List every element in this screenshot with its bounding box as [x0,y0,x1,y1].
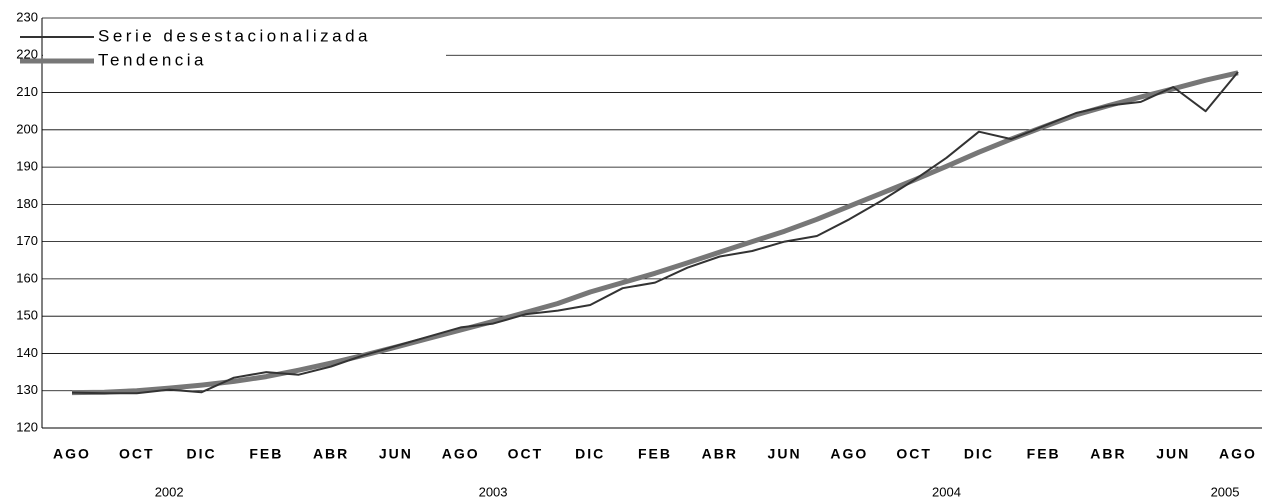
y-tick-label: 230 [16,9,38,24]
y-tick-label: 210 [16,84,38,99]
y-tick-label: 150 [16,308,38,323]
x-tick-label: JUN [379,446,413,462]
year-label: 2002 [155,484,184,499]
x-tick-label: AGO [442,446,480,462]
y-tick-label: 160 [16,270,38,285]
year-label: 2004 [932,484,961,499]
x-tick-label: AGO [1219,446,1257,462]
x-tick-label: ABR [313,446,349,462]
y-tick-label: 130 [16,382,38,397]
x-tick-label: JUN [768,446,802,462]
legend-label: Tendencia [98,50,207,69]
x-tick-label: ABR [1090,446,1126,462]
legend-label: Serie desestacionalizada [98,26,371,45]
x-tick-label: OCT [119,446,155,462]
x-tick-label: DIC [186,446,216,462]
year-label: 2003 [479,484,508,499]
x-tick-label: FEB [1027,446,1061,462]
legend-box [43,19,446,71]
x-tick-label: OCT [508,446,544,462]
x-tick-label: FEB [249,446,283,462]
x-tick-label: DIC [964,446,994,462]
x-tick-label: JUN [1156,446,1190,462]
x-tick-label: AGO [830,446,868,462]
x-tick-label: DIC [575,446,605,462]
x-tick-label: AGO [53,446,91,462]
x-tick-label: OCT [896,446,932,462]
y-tick-label: 180 [16,196,38,211]
y-tick-label: 120 [16,419,38,434]
y-tick-label: 220 [16,47,38,62]
y-tick-label: 190 [16,159,38,174]
series-line [71,71,1239,395]
year-label: 2005 [1211,484,1240,499]
y-tick-label: 200 [16,121,38,136]
series-line [71,70,1239,396]
y-tick-label: 170 [16,233,38,248]
y-tick-label: 140 [16,345,38,360]
x-tick-label: ABR [702,446,738,462]
x-tick-label: FEB [638,446,672,462]
